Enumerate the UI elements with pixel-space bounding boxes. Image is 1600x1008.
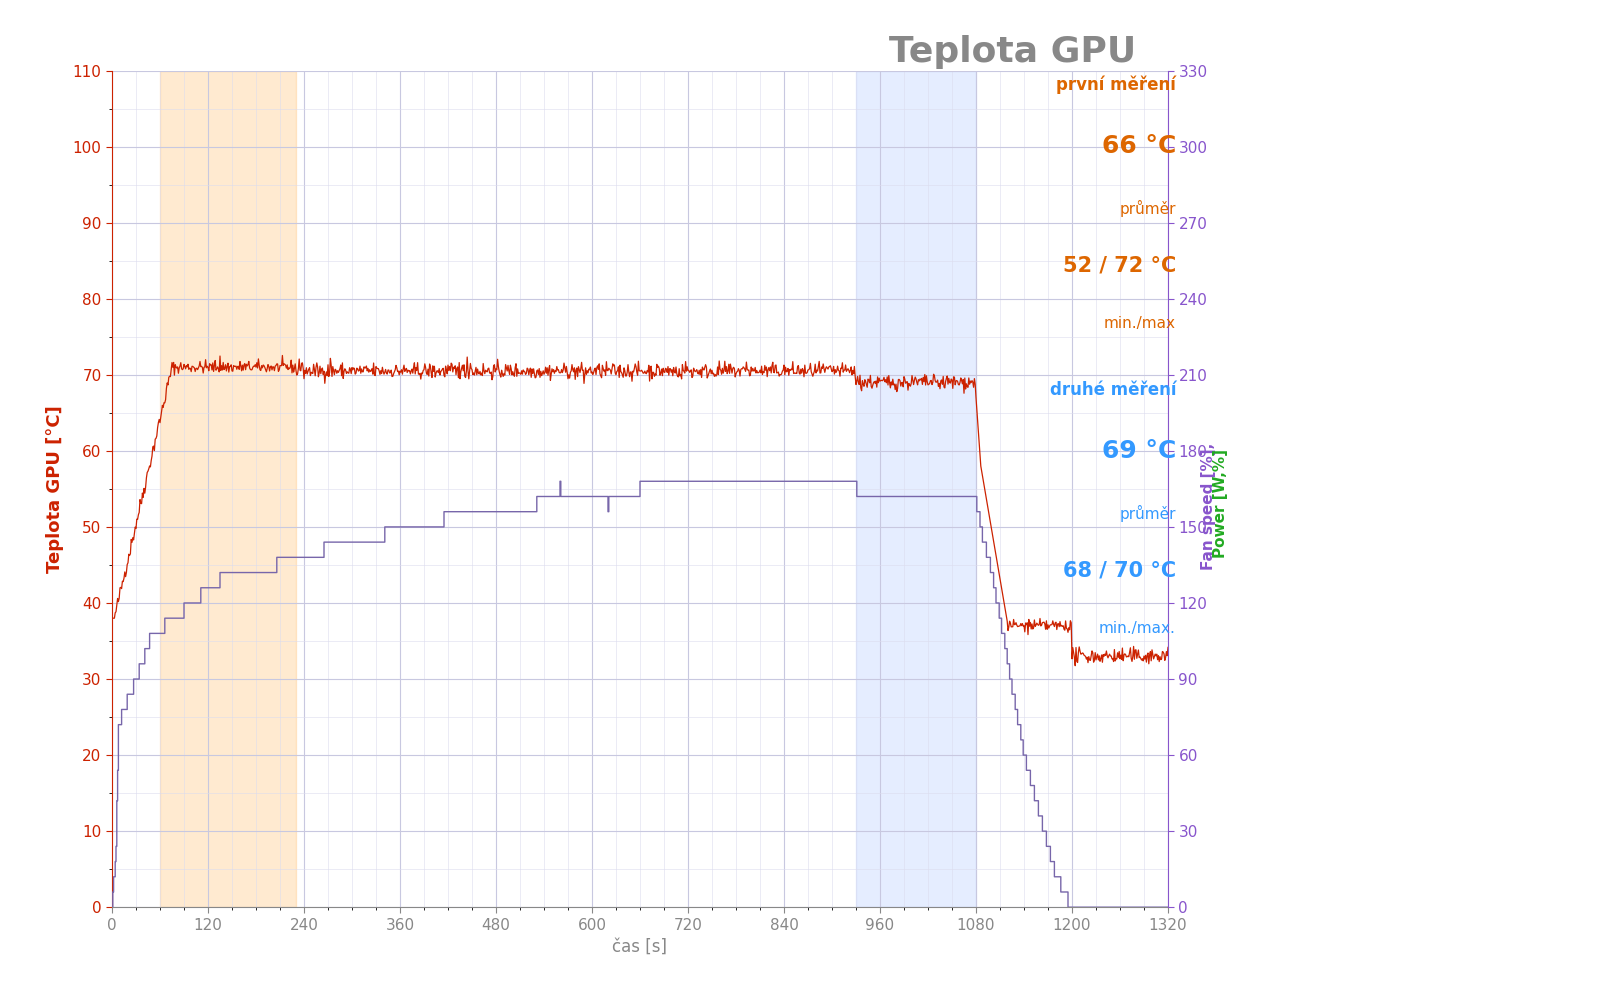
Text: min./max: min./max	[1104, 316, 1176, 331]
Text: Power [W,%]: Power [W,%]	[1213, 450, 1229, 558]
Text: min./max.: min./max.	[1099, 621, 1176, 636]
Text: 52 / 72 °C: 52 / 72 °C	[1062, 255, 1176, 275]
Text: Teplota GPU: Teplota GPU	[888, 35, 1136, 70]
Bar	[160, 71, 296, 907]
Text: 69 °C: 69 °C	[1102, 439, 1176, 464]
Text: průměr: průměr	[1120, 505, 1176, 522]
Text: druhé měření: druhé měření	[1050, 381, 1176, 399]
Text: 66 °C: 66 °C	[1102, 134, 1176, 158]
Text: Fan speed [%],: Fan speed [%],	[1200, 437, 1216, 571]
Bar	[856, 71, 976, 907]
Text: průměr: průměr	[1120, 200, 1176, 217]
Text: první měření: první měření	[1056, 76, 1176, 94]
Y-axis label: Teplota GPU [°C]: Teplota GPU [°C]	[46, 405, 64, 573]
Text: 68 / 70 °C: 68 / 70 °C	[1062, 560, 1176, 581]
X-axis label: čas [s]: čas [s]	[613, 938, 667, 957]
